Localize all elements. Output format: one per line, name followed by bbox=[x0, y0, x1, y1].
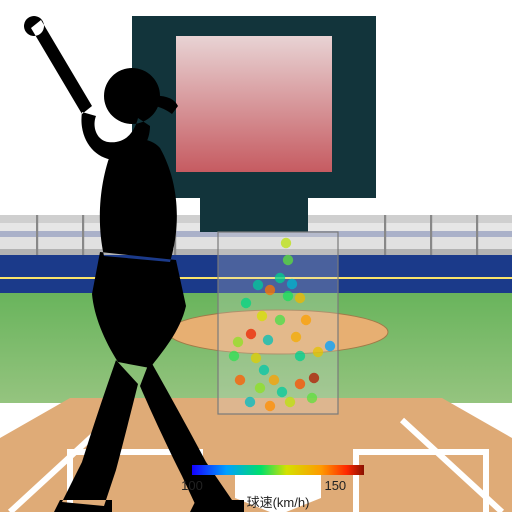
pitch-marker bbox=[307, 393, 317, 403]
colorbar-tick-label: 150 bbox=[324, 478, 346, 493]
pitch-location-chart: 100 150 球速(km/h) bbox=[0, 0, 512, 512]
pitch-marker bbox=[295, 379, 305, 389]
pitch-marker bbox=[265, 285, 275, 295]
pitch-marker bbox=[259, 365, 269, 375]
pitch-marker bbox=[275, 315, 285, 325]
colorbar-tick-label: 100 bbox=[181, 478, 203, 493]
pitch-marker bbox=[287, 279, 297, 289]
pitch-marker bbox=[285, 397, 295, 407]
pitch-marker bbox=[233, 337, 243, 347]
colorbar-axis-label: 球速(km/h) bbox=[247, 495, 310, 510]
pitch-marker bbox=[257, 311, 267, 321]
pitch-marker bbox=[309, 373, 319, 383]
pitch-marker bbox=[253, 280, 263, 290]
pitch-marker bbox=[241, 298, 251, 308]
colorbar bbox=[192, 465, 364, 475]
pitch-marker bbox=[283, 291, 293, 301]
pitch-marker bbox=[281, 238, 291, 248]
pitch-marker bbox=[313, 347, 323, 357]
pitch-marker bbox=[275, 273, 285, 283]
pitch-marker bbox=[255, 383, 265, 393]
pitch-marker bbox=[246, 329, 256, 339]
pitch-marker bbox=[295, 351, 305, 361]
pitch-marker bbox=[277, 387, 287, 397]
pitch-marker bbox=[265, 401, 275, 411]
pitch-marker bbox=[235, 375, 245, 385]
pitch-marker bbox=[263, 335, 273, 345]
pitch-marker bbox=[245, 397, 255, 407]
pitch-marker bbox=[251, 353, 261, 363]
pitch-marker bbox=[295, 293, 305, 303]
pitch-marker bbox=[325, 341, 335, 351]
pitch-marker bbox=[269, 375, 279, 385]
pitch-marker bbox=[291, 332, 301, 342]
pitch-marker bbox=[283, 255, 293, 265]
pitch-marker bbox=[301, 315, 311, 325]
pitch-marker bbox=[229, 351, 239, 361]
